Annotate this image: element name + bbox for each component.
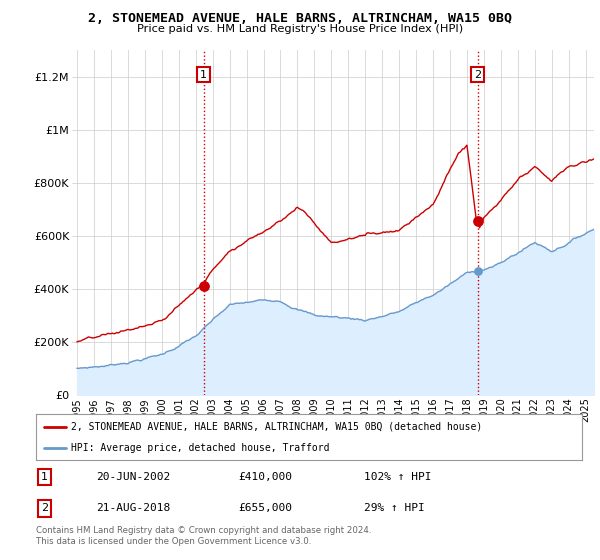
Text: 2: 2: [474, 69, 481, 80]
Text: 29% ↑ HPI: 29% ↑ HPI: [364, 503, 424, 514]
Text: 1: 1: [41, 472, 47, 482]
Text: 20-JUN-2002: 20-JUN-2002: [96, 472, 170, 482]
Text: 2: 2: [41, 503, 48, 514]
Text: 2, STONEMEAD AVENUE, HALE BARNS, ALTRINCHAM, WA15 0BQ: 2, STONEMEAD AVENUE, HALE BARNS, ALTRINC…: [88, 12, 512, 25]
Text: 1: 1: [200, 69, 207, 80]
Text: £655,000: £655,000: [238, 503, 292, 514]
Text: Price paid vs. HM Land Registry's House Price Index (HPI): Price paid vs. HM Land Registry's House …: [137, 24, 463, 34]
Point: [473, 267, 482, 276]
Point: [473, 217, 482, 226]
Text: 2, STONEMEAD AVENUE, HALE BARNS, ALTRINCHAM, WA15 0BQ (detached house): 2, STONEMEAD AVENUE, HALE BARNS, ALTRINC…: [71, 422, 483, 432]
Text: £410,000: £410,000: [238, 472, 292, 482]
Text: HPI: Average price, detached house, Trafford: HPI: Average price, detached house, Traf…: [71, 443, 330, 453]
Text: 21-AUG-2018: 21-AUG-2018: [96, 503, 170, 514]
Text: 102% ↑ HPI: 102% ↑ HPI: [364, 472, 431, 482]
Point: [199, 282, 208, 291]
Text: Contains HM Land Registry data © Crown copyright and database right 2024.
This d: Contains HM Land Registry data © Crown c…: [36, 526, 371, 546]
